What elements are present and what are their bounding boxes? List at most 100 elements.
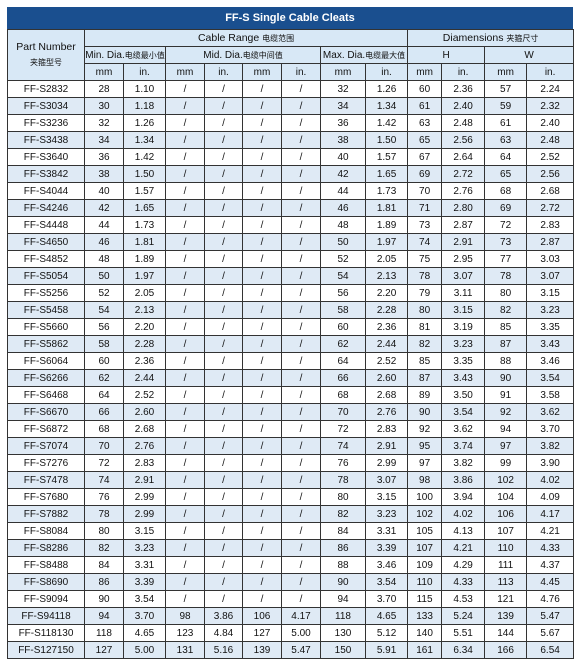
value-cell: 1.57 xyxy=(123,182,166,200)
value-cell: 2.13 xyxy=(123,301,166,319)
value-cell: 2.48 xyxy=(526,131,575,149)
table-row: FF-S3236 32 1.26// //36 1.42 63 2.48 61 2.40 xyxy=(7,114,575,132)
value-cell: / xyxy=(204,573,243,591)
value-cell: / xyxy=(242,318,282,336)
dimensions-label: Diamensions xyxy=(442,31,504,44)
value-cell: / xyxy=(204,318,243,336)
value-cell: / xyxy=(281,318,321,336)
value-cell: 1.81 xyxy=(364,199,409,217)
value-cell: / xyxy=(281,420,321,438)
value-cell: 72 xyxy=(320,420,366,438)
value-cell: 3.15 xyxy=(526,284,575,302)
value-cell: / xyxy=(204,80,243,98)
value-cell: / xyxy=(242,386,282,404)
value-cell: 1.34 xyxy=(123,131,166,149)
value-cell: 3.54 xyxy=(526,369,575,387)
units-row: mm in. mm in. mm in. mm in. mm in. mm in… xyxy=(8,63,575,81)
value-cell: 95 xyxy=(407,437,443,455)
value-cell: 3.31 xyxy=(364,522,409,540)
value-cell: / xyxy=(281,267,321,285)
value-cell: 97 xyxy=(407,454,443,472)
value-cell: 48 xyxy=(84,250,124,268)
value-cell: 70 xyxy=(320,403,366,421)
value-cell: 89 xyxy=(407,386,443,404)
value-cell: / xyxy=(281,369,321,387)
value-cell: 3.46 xyxy=(364,556,409,574)
value-cell: 46 xyxy=(320,199,366,217)
part-number-cell: FF-S6064 xyxy=(7,352,85,370)
value-cell: 107 xyxy=(407,539,443,557)
value-cell: 90 xyxy=(407,403,443,421)
part-number-cell: FF-S5660 xyxy=(7,318,85,336)
value-cell: / xyxy=(165,233,205,251)
value-cell: 1.65 xyxy=(123,199,166,217)
value-cell: / xyxy=(281,403,321,421)
value-cell: 58 xyxy=(320,301,366,319)
value-cell: 1.50 xyxy=(364,131,409,149)
value-cell: 4.33 xyxy=(441,573,486,591)
value-cell: 46 xyxy=(84,233,124,251)
value-cell: 64 xyxy=(320,352,366,370)
table-row: FF-S8286 82 3.23// //86 3.39 107 4.21 110 4.33 xyxy=(7,539,575,557)
value-cell: 44 xyxy=(84,216,124,234)
value-cell: 102 xyxy=(407,505,443,523)
value-cell: / xyxy=(165,216,205,234)
value-cell: 3.86 xyxy=(204,607,243,625)
value-cell: 2.52 xyxy=(364,352,409,370)
value-cell: / xyxy=(204,250,243,268)
value-cell: 78 xyxy=(484,267,528,285)
value-cell: 84 xyxy=(84,556,124,574)
cable-range-header: Cable Range 电缆范围 xyxy=(83,29,409,47)
value-cell: / xyxy=(281,199,321,217)
value-cell: / xyxy=(204,97,243,115)
value-cell: / xyxy=(281,182,321,200)
value-cell: / xyxy=(242,199,282,217)
value-cell: 85 xyxy=(407,352,443,370)
value-cell: 1.50 xyxy=(123,165,166,183)
max-dia-label: Max. Dia. xyxy=(322,49,366,61)
value-cell: 79 xyxy=(407,284,443,302)
part-number-cn-label: 夹箍型号 xyxy=(30,58,62,67)
table-row: FF-S8690 86 3.39// //90 3.54 110 4.33 113 4.45 xyxy=(7,573,575,591)
value-cell: 3.54 xyxy=(364,573,409,591)
value-cell: 28 xyxy=(84,80,124,98)
value-cell: 4.65 xyxy=(364,607,409,625)
unit-cell: in. xyxy=(364,63,409,81)
value-cell: 88 xyxy=(484,352,528,370)
value-cell: 60 xyxy=(320,318,366,336)
value-cell: 3.70 xyxy=(526,420,575,438)
value-cell: / xyxy=(281,505,321,523)
part-number-cell: FF-S4852 xyxy=(7,250,85,268)
value-cell: / xyxy=(204,165,243,183)
value-cell: / xyxy=(281,250,321,268)
value-cell: 48 xyxy=(320,216,366,234)
max-dia-cn-label: 电缆最大值 xyxy=(365,50,406,60)
unit-cell: mm xyxy=(407,63,443,81)
value-cell: 2.72 xyxy=(526,199,575,217)
value-cell: 118 xyxy=(320,607,366,625)
value-cell: / xyxy=(242,403,282,421)
value-cell: 3.54 xyxy=(441,403,486,421)
value-cell: 2.05 xyxy=(364,250,409,268)
value-cell: 63 xyxy=(484,131,528,149)
value-cell: 73 xyxy=(484,233,528,251)
value-cell: 3.70 xyxy=(364,590,409,608)
value-cell: 111 xyxy=(484,556,528,574)
value-cell: 78 xyxy=(320,471,366,489)
value-cell: / xyxy=(204,505,243,523)
value-cell: 4.02 xyxy=(526,471,575,489)
value-cell: 127 xyxy=(84,641,124,659)
value-cell: 2.44 xyxy=(364,335,409,353)
value-cell: 3.90 xyxy=(526,454,575,472)
value-cell: / xyxy=(242,335,282,353)
value-cell: 77 xyxy=(484,250,528,268)
table-row: FF-S6670 66 2.60// //70 2.76 90 3.54 92 3.62 xyxy=(7,403,575,421)
value-cell: / xyxy=(242,182,282,200)
value-cell: / xyxy=(204,284,243,302)
value-cell: 1.73 xyxy=(364,182,409,200)
value-cell: / xyxy=(242,114,282,132)
value-cell: 4.21 xyxy=(441,539,486,557)
value-cell: / xyxy=(165,80,205,98)
value-cell: 85 xyxy=(484,318,528,336)
part-number-cell: FF-S6872 xyxy=(7,420,85,438)
